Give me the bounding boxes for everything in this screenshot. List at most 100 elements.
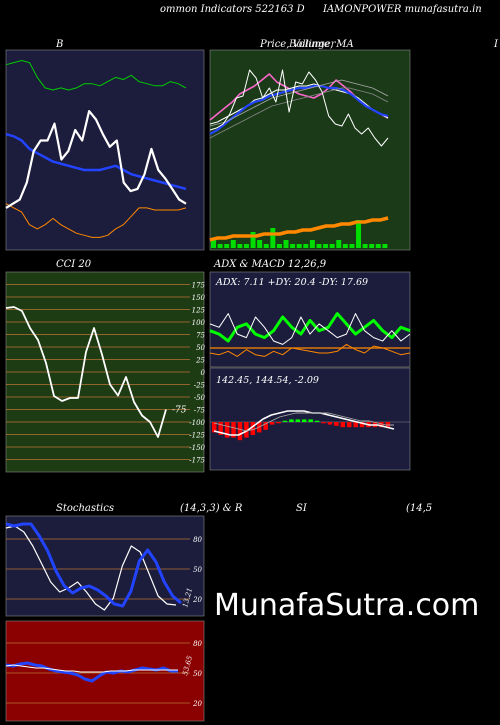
macd-histogram-bar bbox=[218, 422, 223, 435]
bollinger-middle-band bbox=[5, 132, 187, 191]
price-title: Price, Volume, MA bbox=[260, 39, 354, 50]
cci-tick-label: 0 bbox=[201, 369, 206, 377]
cci-tick-label: -75 bbox=[194, 407, 206, 415]
rsi-tick-label: 20 bbox=[192, 700, 202, 708]
cci-tick-label: 150 bbox=[192, 294, 206, 302]
volume-bar bbox=[356, 220, 362, 248]
price-ma-white bbox=[209, 83, 389, 125]
volume-bar bbox=[211, 240, 216, 248]
macd-histogram-bar bbox=[327, 422, 333, 425]
stoch-k-line bbox=[5, 525, 177, 611]
bollinger-title: B bbox=[56, 39, 64, 50]
volume-bar bbox=[309, 240, 315, 248]
macd-histogram-bar bbox=[302, 419, 307, 422]
macd-histogram-bar bbox=[379, 422, 384, 428]
macd-histogram-bar bbox=[263, 422, 268, 430]
volume-bar bbox=[369, 244, 375, 248]
cci-tick-label: 25 bbox=[195, 357, 205, 365]
volume-bar bbox=[230, 240, 236, 248]
bollinger-lower-band bbox=[5, 203, 187, 238]
price-ma-grey-1 bbox=[209, 79, 389, 127]
stoch-d-line bbox=[5, 522, 182, 608]
macd-histogram-bar bbox=[244, 422, 249, 438]
bollinger-price-line bbox=[5, 109, 187, 209]
header-left: ommon Indicators 522163 D bbox=[160, 4, 305, 15]
price-title-overlap: Bollinger bbox=[289, 39, 336, 50]
macd-histogram-bar bbox=[237, 422, 243, 441]
volume-bar bbox=[323, 244, 329, 248]
volume-bar bbox=[362, 244, 368, 248]
cci-tick-label: 175 bbox=[192, 282, 206, 290]
volume-bar bbox=[342, 244, 348, 248]
cci-title: CCI 20 bbox=[56, 259, 92, 270]
adx-readout: ADX: 7.11 +DY: 20.4 -DY: 17.69 bbox=[216, 277, 369, 288]
volume-bar bbox=[329, 244, 335, 248]
volume-bar bbox=[290, 244, 296, 248]
volume-bar bbox=[283, 240, 289, 248]
header-right: IAMONPOWER munafasutra.in bbox=[323, 4, 482, 15]
rsi-tick-label: 50 bbox=[193, 670, 202, 678]
rsi-line bbox=[5, 661, 178, 683]
macd-panel bbox=[209, 367, 411, 471]
stoch-tick-label: 20 bbox=[192, 596, 202, 604]
macd-histogram-bar bbox=[250, 422, 256, 435]
macd-line bbox=[213, 410, 395, 436]
macd-histogram-bar bbox=[359, 422, 365, 428]
adx-macd-title: ADX & MACD 12,26,9 bbox=[214, 259, 327, 270]
cci-line bbox=[5, 306, 167, 438]
cci-last-value: -75 bbox=[172, 406, 187, 416]
stoch-title-right: (14,5 bbox=[406, 503, 433, 514]
cci-tick-label: -175 bbox=[189, 457, 205, 465]
volume-bar bbox=[257, 240, 263, 248]
macd-histogram-bar bbox=[212, 422, 217, 433]
volume-bar bbox=[243, 244, 249, 248]
cci-tick-label: -125 bbox=[189, 432, 205, 440]
minus-di-line bbox=[209, 313, 411, 345]
volume-bar bbox=[303, 244, 309, 248]
stoch-tick-label: 50 bbox=[193, 566, 202, 574]
macd-histogram-bar bbox=[314, 420, 320, 422]
macd-readout: 142.45, 144.54, -2.09 bbox=[216, 375, 319, 386]
volume-bar bbox=[296, 244, 302, 248]
volume-bar bbox=[276, 244, 282, 248]
cci-tick-label: -150 bbox=[189, 444, 205, 452]
macd-histogram-bar bbox=[347, 422, 352, 428]
macd-histogram-bar bbox=[289, 419, 294, 422]
adx-line bbox=[209, 343, 411, 357]
cci-tick-label: 50 bbox=[196, 344, 205, 352]
price-ma-blue bbox=[209, 84, 389, 135]
volume-bar bbox=[250, 232, 256, 248]
volume-bar bbox=[349, 244, 355, 248]
macd-histogram-bar bbox=[282, 420, 288, 422]
cci-tick-label: 125 bbox=[192, 307, 206, 315]
macd-histogram-bar bbox=[340, 422, 346, 428]
volume-bar bbox=[270, 228, 276, 248]
right-edge-mark: I bbox=[494, 39, 498, 50]
rsi-tick-label: 80 bbox=[193, 640, 202, 648]
cci-tick-label: 100 bbox=[192, 319, 206, 327]
macd-histogram-bar bbox=[295, 419, 301, 422]
stoch-title-mid: (14,3,3) & R bbox=[180, 503, 243, 514]
stoch-title-rsi: SI bbox=[296, 503, 307, 514]
price-panel bbox=[209, 49, 411, 251]
volume-bar bbox=[237, 244, 243, 248]
volume-bar bbox=[263, 244, 269, 248]
volume-ma-orange-top bbox=[209, 216, 389, 242]
volume-bar bbox=[336, 240, 342, 248]
macd-histogram-bar bbox=[224, 422, 230, 438]
macd-histogram-bar bbox=[321, 422, 326, 424]
volume-bar bbox=[316, 244, 322, 248]
macd-histogram-bar bbox=[308, 419, 313, 422]
bollinger-upper-band bbox=[5, 60, 187, 91]
macd-histogram-bar bbox=[231, 422, 236, 438]
rsi-average-line bbox=[5, 664, 178, 673]
plus-di-line bbox=[209, 312, 411, 343]
stoch-tick-label: 80 bbox=[193, 536, 202, 544]
volume-bar bbox=[382, 244, 388, 248]
macd-histogram-bar bbox=[353, 422, 358, 428]
cci-tick-label: -25 bbox=[194, 382, 206, 390]
volume-bar bbox=[375, 244, 381, 248]
price-close-line bbox=[209, 69, 389, 147]
cci-tick-label: -100 bbox=[189, 419, 205, 427]
